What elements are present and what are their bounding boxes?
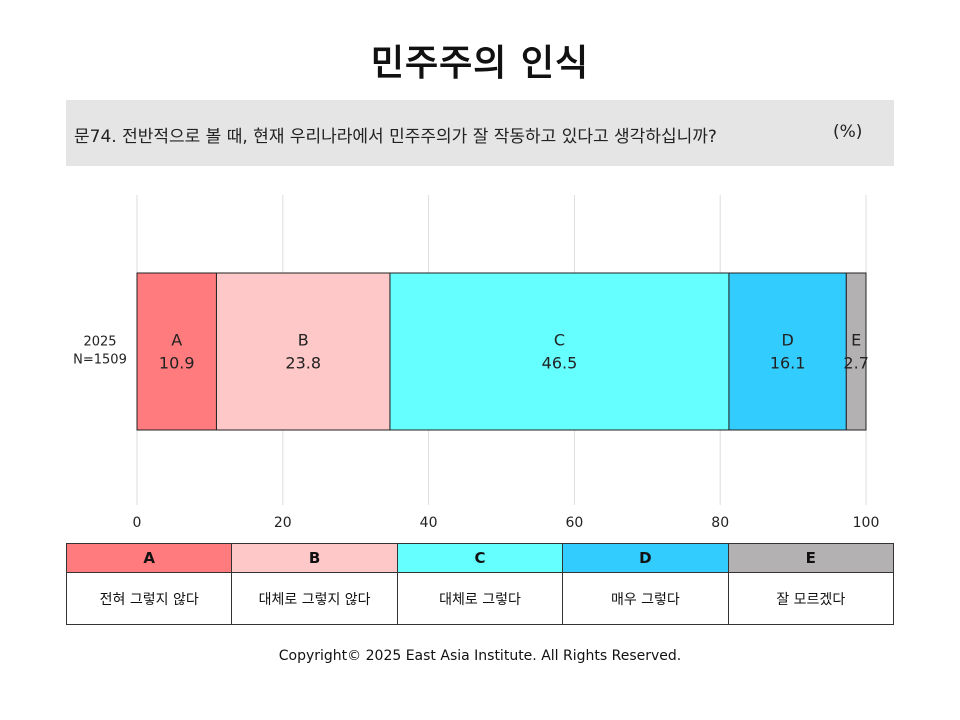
segment-name-label: E bbox=[851, 331, 861, 350]
legend-label-c: 대체로 그렇다 bbox=[396, 572, 564, 625]
question-text: 문74. 전반적으로 볼 때, 현재 우리나라에서 민주주의가 잘 작동하고 있… bbox=[74, 127, 717, 147]
segment-name-label: D bbox=[781, 331, 793, 350]
legend-key-d: D bbox=[562, 543, 729, 573]
bar-segment-c bbox=[389, 272, 730, 431]
legend-label-a: 전혀 그렇지 않다 bbox=[65, 572, 233, 625]
segment-value-label: 2.7 bbox=[843, 354, 868, 373]
segment-value-label: 46.5 bbox=[542, 354, 578, 373]
legend-table: A B C D E 전혀 그렇지 않다 대체로 그렇지 않다 대체로 그렇다 매… bbox=[65, 543, 895, 625]
bar-segment-b bbox=[215, 272, 391, 431]
legend-key-e: E bbox=[727, 543, 895, 573]
chart-title: 민주주의 인식 bbox=[370, 43, 590, 84]
x-tick-label: 40 bbox=[420, 515, 438, 531]
copyright-footer: Copyright© 2025 East Asia Institute. All… bbox=[278, 648, 682, 664]
x-tick-label: 100 bbox=[853, 515, 880, 531]
bar-segment-a bbox=[136, 272, 217, 431]
unit-label: (%) bbox=[833, 122, 863, 142]
x-tick-label: 20 bbox=[274, 515, 292, 531]
category-label: 2025 N=1509 bbox=[73, 335, 127, 368]
x-tick-label: 0 bbox=[133, 515, 142, 531]
segment-name-label: B bbox=[298, 331, 309, 350]
legend-label-b: 대체로 그렇지 않다 bbox=[231, 572, 398, 625]
stacked-bar-chart: 0 20 40 60 80 100 2025 N=1509 A 10.9 B 23.8 C 46.5 D 16… bbox=[73, 195, 880, 531]
legend-label-e: 잘 모르겠다 bbox=[727, 572, 895, 625]
legend-key-c: C bbox=[396, 543, 564, 573]
x-tick-label: 60 bbox=[565, 515, 583, 531]
legend-key-row: A B C D E bbox=[65, 543, 895, 573]
segment-name-label: C bbox=[554, 331, 565, 350]
segment-name-label: A bbox=[171, 331, 182, 350]
legend-label-row: 전혀 그렇지 않다 대체로 그렇지 않다 대체로 그렇다 매우 그렇다 잘 모르… bbox=[65, 572, 895, 625]
x-tick-label: 80 bbox=[711, 515, 729, 531]
question-box: 문74. 전반적으로 볼 때, 현재 우리나라에서 민주주의가 잘 작동하고 있… bbox=[66, 100, 894, 166]
segment-value-label: 16.1 bbox=[770, 354, 806, 373]
segment-value-label: 23.8 bbox=[285, 354, 321, 373]
bar-segment-e bbox=[845, 272, 867, 431]
legend-key-a: A bbox=[65, 543, 233, 573]
legend-label-d: 매우 그렇다 bbox=[562, 572, 729, 625]
bar-segment-d bbox=[728, 272, 847, 431]
legend-key-b: B bbox=[231, 543, 398, 573]
segment-value-label: 10.9 bbox=[159, 354, 195, 373]
